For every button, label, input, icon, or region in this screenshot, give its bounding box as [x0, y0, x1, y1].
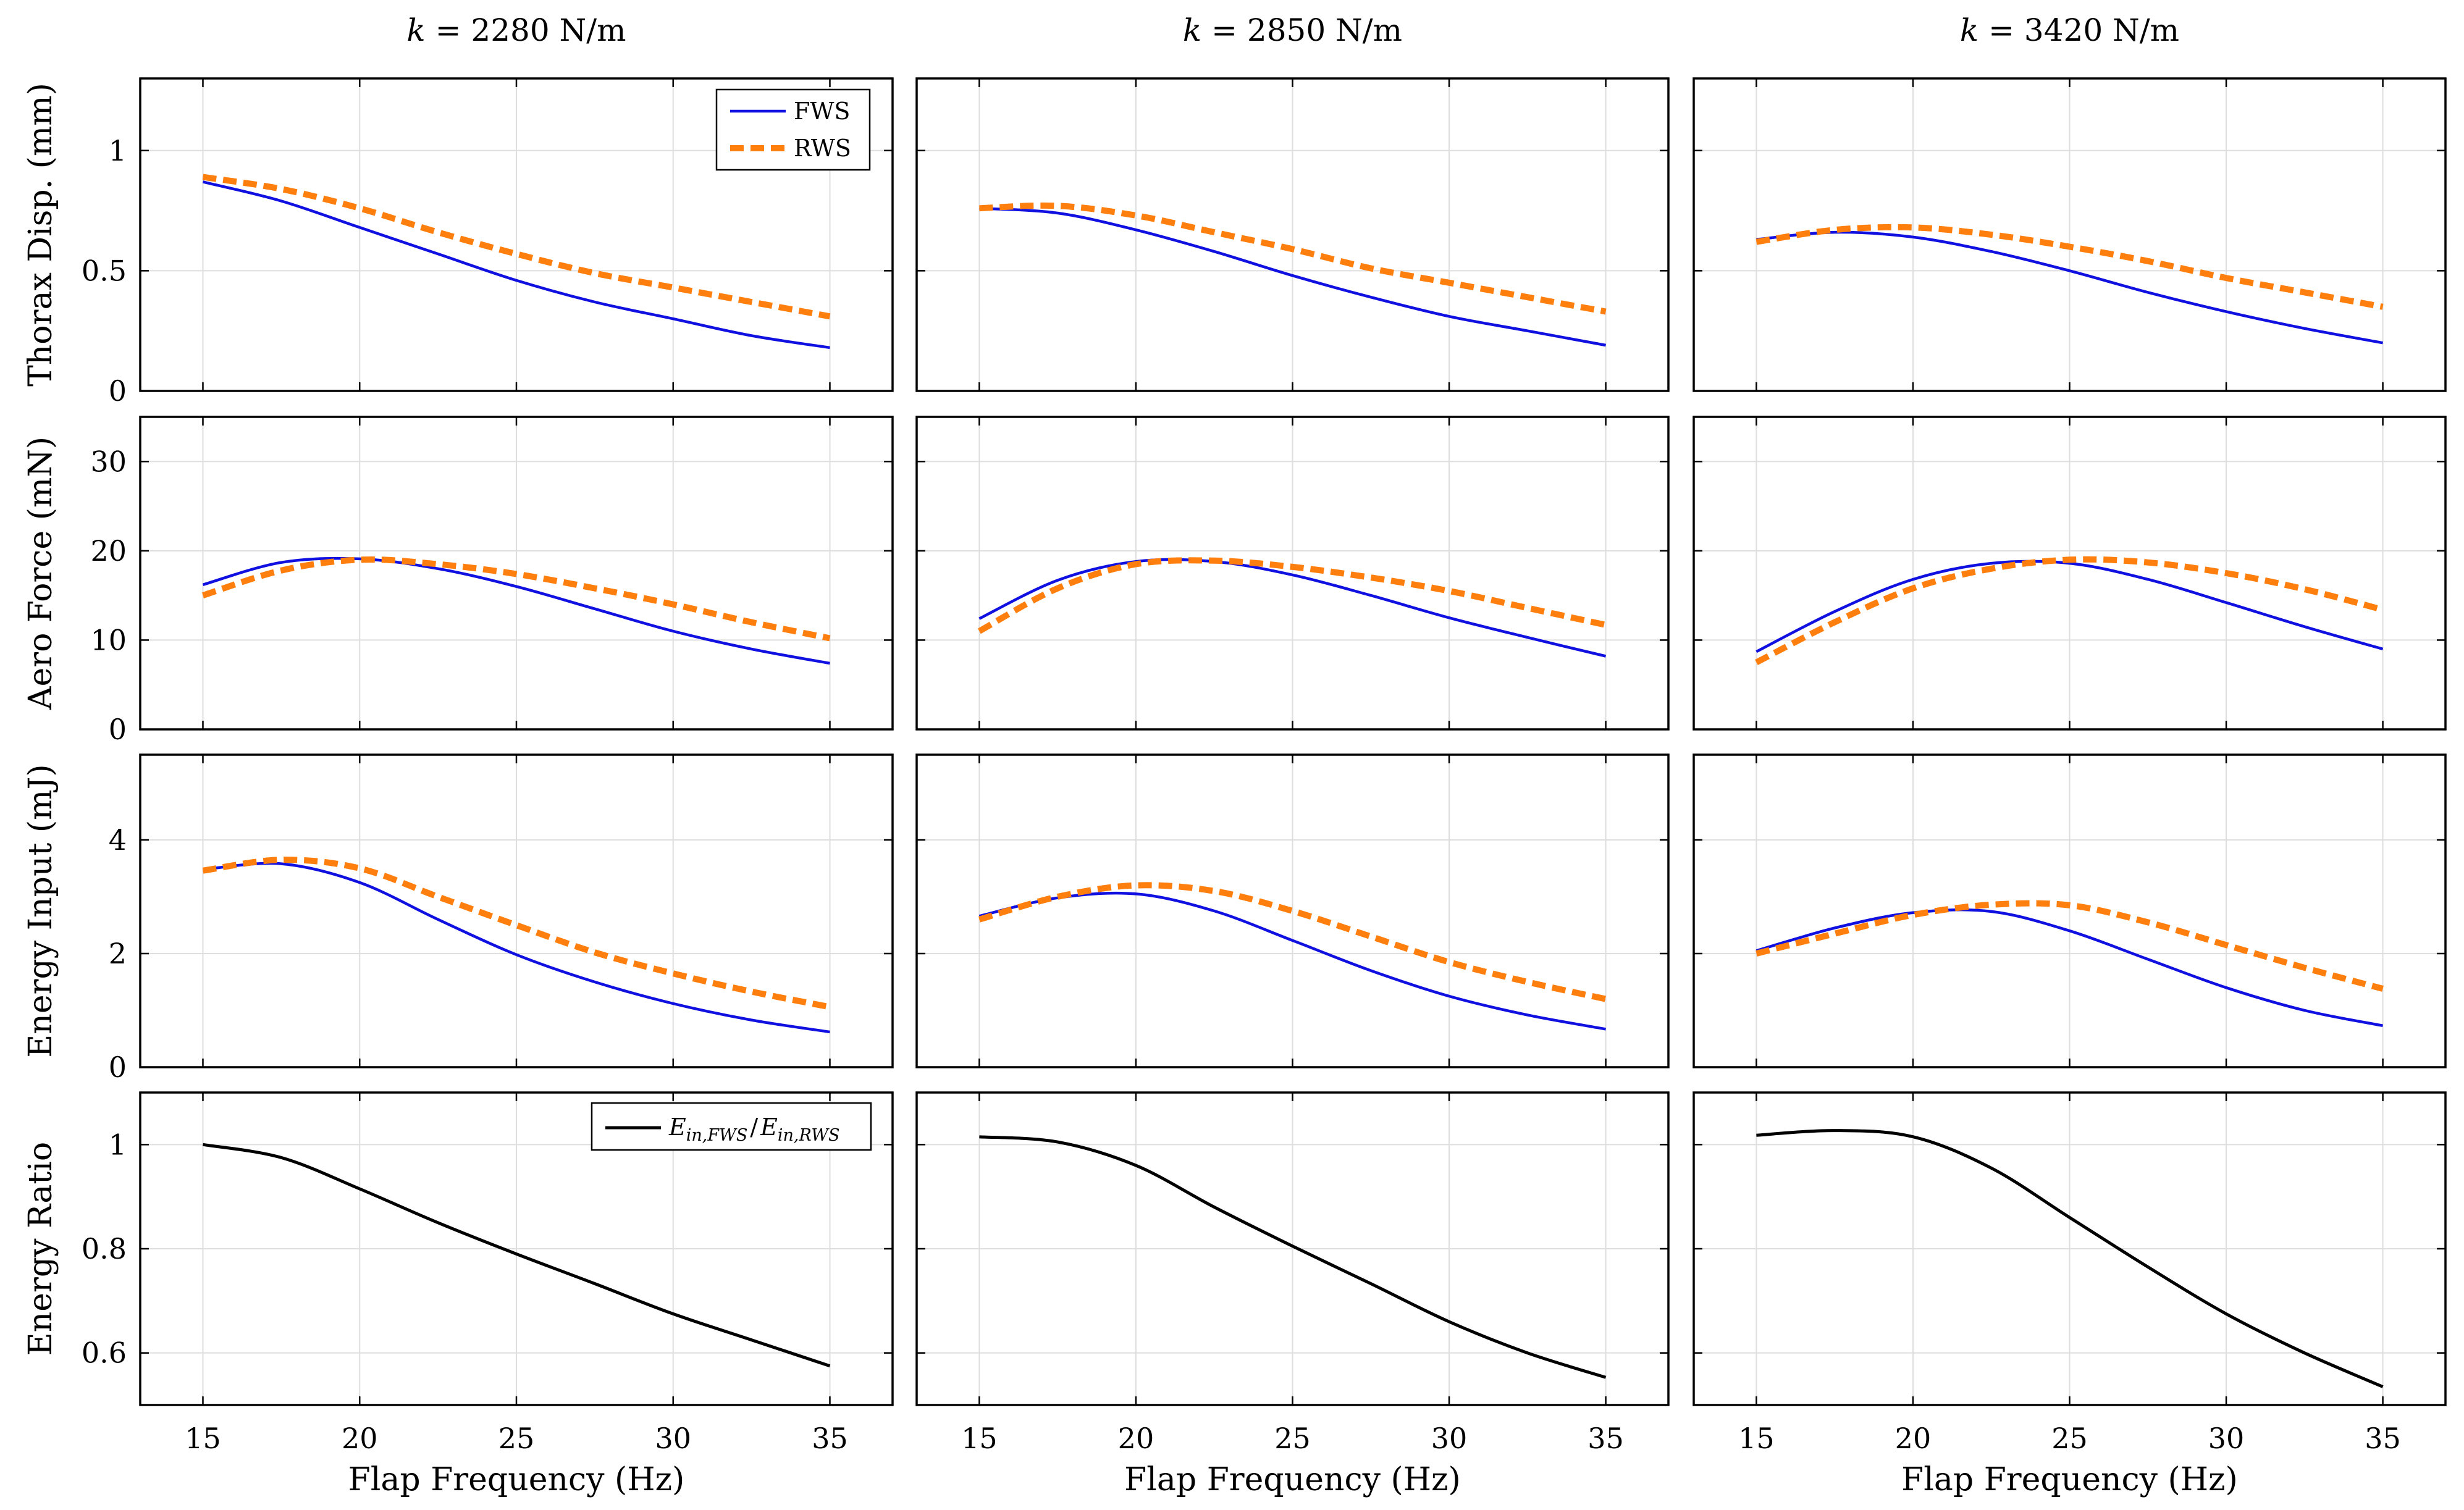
- y-tick-label: 0.5: [82, 254, 127, 287]
- series-line-fws: [1755, 560, 2384, 653]
- gridlines: [917, 417, 1668, 730]
- column-title-3: k = 3420 N/m: [1960, 12, 2179, 48]
- series-line-rws: [978, 882, 1607, 1002]
- x-tick-label: 15: [1738, 1422, 1775, 1455]
- legend-box: [715, 88, 871, 171]
- y-axis-label-row-3: Energy Input (mJ): [22, 764, 59, 1057]
- y-tick-label: 30: [90, 445, 127, 478]
- panel-r3-c1: 0 2 4: [109, 753, 894, 1084]
- y-tick-label: 4: [109, 823, 127, 857]
- series-line-rws: [1755, 556, 2384, 666]
- series-line-rws: [979, 202, 1607, 315]
- x-tick-label: 15: [961, 1422, 998, 1455]
- x-tick-label: 30: [1431, 1422, 1468, 1455]
- legend: FWS RWS: [715, 88, 871, 171]
- series-line-rws: [202, 174, 831, 320]
- column-title-value: = 2280 N/m: [426, 12, 626, 48]
- gridlines: [917, 1093, 1668, 1405]
- x-axis-label-col-2: Flap Frequency (Hz): [1124, 1461, 1461, 1498]
- column-title-variable: k: [1183, 12, 1201, 48]
- series-line-rws: [1755, 900, 2384, 992]
- gridlines: [1694, 755, 2445, 1068]
- y-tick-label: 0.8: [82, 1232, 127, 1265]
- series-line-fws: [202, 180, 830, 350]
- legend-label-part: E: [668, 1114, 686, 1141]
- gridlines: [140, 755, 893, 1068]
- column-title-variable: k: [1960, 12, 1978, 48]
- series-line-fws: [979, 206, 1606, 347]
- panel-r2-c2: [915, 416, 1670, 731]
- panel-r2-c1: 0 10 20 30: [90, 416, 894, 746]
- x-tick-label: 30: [655, 1422, 691, 1455]
- gridlines: [917, 78, 1668, 392]
- column-title-variable: k: [406, 12, 425, 48]
- panel-r4-c3: 15 20 25 30 35: [1692, 1091, 2447, 1455]
- legend-label-rws: RWS: [794, 135, 851, 162]
- series-line-rws: [1755, 224, 2384, 310]
- x-tick-label: 20: [342, 1422, 378, 1455]
- panel-r1-c2: [915, 77, 1670, 392]
- y-tick-label: 10: [90, 623, 127, 656]
- x-axis-labels: Flap Frequency (Hz) Flap Frequency (Hz) Fl…: [348, 1461, 2238, 1498]
- x-tick-label: 25: [1274, 1422, 1311, 1455]
- series-line-e-in-fws-e-in-rws: [203, 1143, 831, 1368]
- panel-r1-c3: [1692, 77, 2447, 392]
- column-titles: k = 2280 N/m k = 2850 N/m k = 3420 N/m: [406, 12, 2179, 48]
- series-line-fws: [1755, 908, 2384, 1028]
- series-line-fws: [203, 862, 830, 1034]
- series-line-fws: [978, 558, 1607, 658]
- panel-r1-c1: 0 0.5 1 FWS RWS: [82, 77, 894, 408]
- gridlines: [1694, 417, 2445, 730]
- y-axis-label-row-2: Aero Force (mN): [22, 437, 59, 710]
- series-line-rws: [202, 857, 831, 1010]
- series-line-fws: [1756, 230, 2384, 345]
- series-line-rws: [977, 557, 1607, 634]
- legend-label-ratio: Ein,FWS / Ein,RWS: [668, 1114, 840, 1145]
- legend: Ein,FWS / Ein,RWS: [591, 1102, 872, 1151]
- column-title-2: k = 2850 N/m: [1183, 12, 1402, 48]
- y-tick-label: 2: [109, 937, 127, 970]
- legend-label-part: in,RWS: [778, 1126, 840, 1145]
- x-tick-label: 25: [2051, 1422, 2088, 1455]
- y-tick-label: 0.6: [82, 1336, 127, 1370]
- y-axis-label-row-4: Energy Ratio: [22, 1142, 59, 1356]
- y-axis-labels: Thorax Disp. (mm) Aero Force (mN) Energy I…: [22, 83, 59, 1356]
- legend-label-fws: FWS: [794, 98, 850, 125]
- panel-r3-c3: [1692, 753, 2447, 1068]
- y-tick-label: 0: [109, 713, 127, 746]
- series-line-rws: [201, 556, 831, 642]
- x-tick-label: 35: [1587, 1422, 1624, 1455]
- panel-r2-c3: [1692, 416, 2447, 731]
- x-tick-label: 25: [498, 1422, 535, 1455]
- y-tick-label: 1: [109, 1128, 127, 1161]
- series-line-fws: [202, 556, 830, 665]
- series-line-e-in-fws-e-in-rws: [1756, 1129, 2384, 1388]
- y-axis-label-row-1: Thorax Disp. (mm): [22, 83, 59, 387]
- gridlines: [1694, 1093, 2445, 1405]
- legend-label-part: /: [750, 1114, 758, 1141]
- y-tick-label: 1: [109, 134, 127, 167]
- panels: 0 0.5 1 FWS RWS 0 10 20 30 0 2 4 0.6 0.8 1 15 20 25 30 35 Ei…: [82, 77, 2447, 1455]
- x-tick-label: 15: [185, 1422, 221, 1455]
- x-tick-label: 20: [1118, 1422, 1154, 1455]
- y-tick-label: 0: [109, 1051, 127, 1084]
- legend-label-part: E: [760, 1114, 778, 1141]
- x-axis-label-col-1: Flap Frequency (Hz): [348, 1461, 685, 1498]
- series-line-e-in-fws-e-in-rws: [979, 1135, 1607, 1379]
- x-tick-label: 35: [2365, 1422, 2401, 1455]
- legend-label-part: in,FWS: [686, 1126, 748, 1145]
- panel-r3-c2: [915, 753, 1670, 1068]
- y-tick-label: 20: [90, 534, 127, 568]
- y-tick-label: 0: [109, 374, 127, 408]
- column-title-1: k = 2280 N/m: [406, 12, 626, 48]
- x-tick-label: 20: [1895, 1422, 1932, 1455]
- column-title-value: = 2850 N/m: [1201, 12, 1402, 48]
- x-tick-label: 30: [2208, 1422, 2245, 1455]
- column-title-value: = 3420 N/m: [1978, 12, 2179, 48]
- panel-r4-c2: 15 20 25 30 35: [915, 1091, 1670, 1455]
- x-tick-label: 35: [812, 1422, 848, 1455]
- x-axis-label-col-3: Flap Frequency (Hz): [1901, 1461, 2238, 1498]
